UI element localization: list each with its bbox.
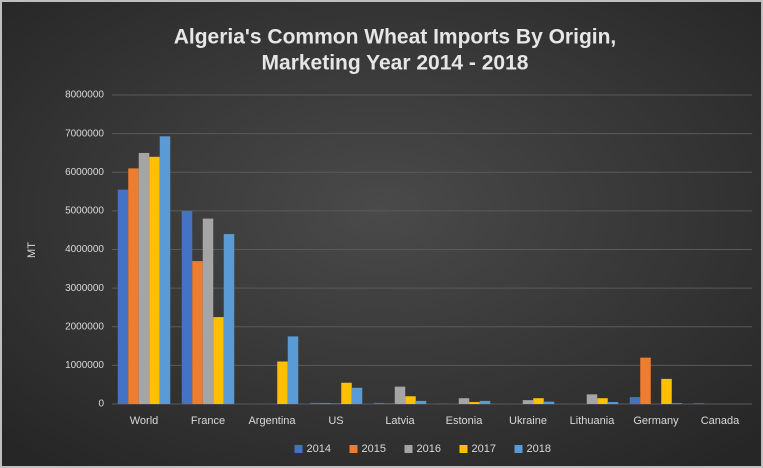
bar [415,400,427,404]
bar [469,402,480,404]
legend-label: 2016 [417,443,441,455]
x-tick-label: Latvia [385,415,415,427]
bar [533,398,544,404]
bar [341,382,352,404]
bar [693,403,705,404]
x-tick-label: US [328,415,343,427]
x-tick-label: Estonia [446,415,484,427]
bar [479,400,491,404]
y-tick-label: 4000000 [65,244,104,255]
y-tick-label: 5000000 [65,206,104,217]
legend-swatch [294,445,303,453]
y-axis-label: MT [26,242,38,258]
bar [159,136,171,405]
bar [117,189,129,404]
x-tick-label: France [191,415,225,427]
bar [373,402,385,404]
bar [320,403,331,404]
bar [671,403,683,404]
bar [394,386,406,404]
bar [522,400,534,404]
x-tick-label: Lithuania [570,415,616,427]
legend-swatch [459,445,468,453]
bar [309,402,321,404]
y-tick-label: 0 [98,399,104,410]
x-tick-label: Germany [633,415,679,427]
legend-label: 2015 [362,443,386,455]
legend-label: 2018 [527,443,551,455]
x-tick-label: Canada [701,415,740,427]
legend-label: 2017 [472,443,496,455]
bar [181,210,193,404]
legend-label: 2014 [307,443,331,455]
bar [543,401,555,404]
chart-title: Marketing Year 2014 - 2018 [262,52,529,75]
bar [405,396,416,404]
bar [192,261,203,404]
bar [640,357,651,404]
x-tick-label: Argentina [248,415,296,427]
bar [458,398,470,404]
y-tick-label: 2000000 [65,321,104,332]
y-tick-label: 1000000 [65,360,104,371]
bar [138,152,150,404]
y-tick-label: 6000000 [65,167,104,178]
y-tick-label: 8000000 [65,90,104,101]
bar [586,394,598,404]
legend-swatch [349,445,358,453]
x-tick-label: Ukraine [509,415,547,427]
legend-swatch [514,445,523,453]
y-tick-label: 7000000 [65,128,104,139]
bar [629,397,641,404]
bar [607,402,619,404]
bar [661,378,672,404]
chart-title: Algeria's Common Wheat Imports By Origin… [174,26,617,49]
bar [128,168,139,404]
bar [277,361,288,404]
x-tick-label: World [130,415,159,427]
bar [351,387,363,404]
bar [223,234,235,404]
bar [287,336,299,404]
bar [213,317,224,404]
y-tick-label: 3000000 [65,283,104,294]
bar [202,218,214,404]
legend-swatch [404,445,413,453]
bar [149,156,160,404]
bar [597,398,608,404]
